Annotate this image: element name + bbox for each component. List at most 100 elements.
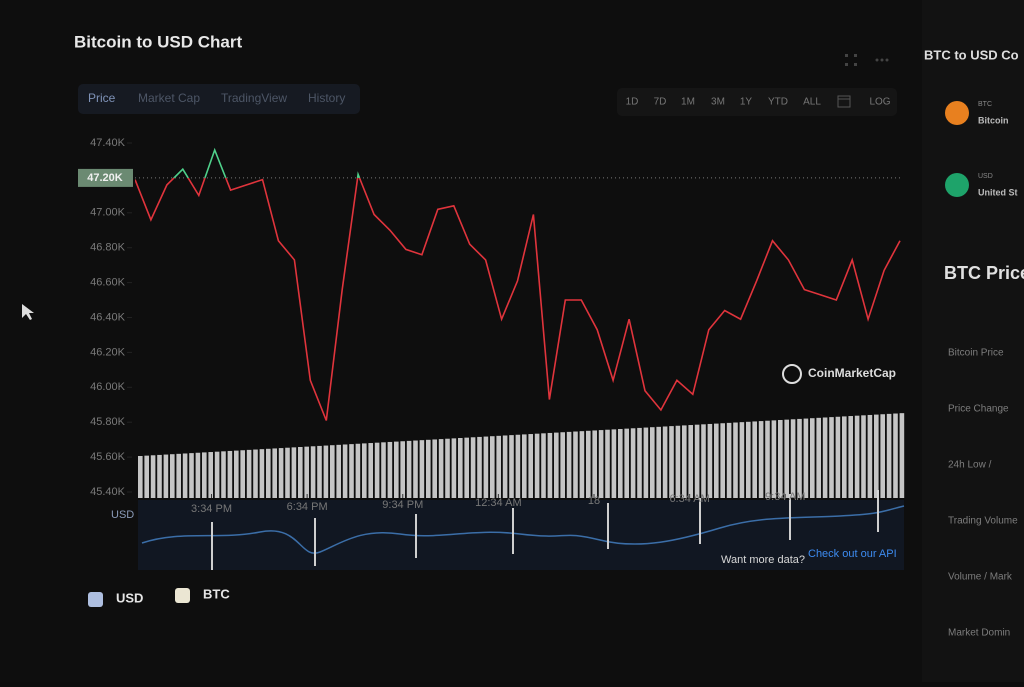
volume-bar	[611, 429, 617, 498]
volume-bar	[182, 453, 188, 498]
volume-bar	[880, 414, 885, 498]
y-tick-label: 47.40K	[90, 137, 126, 149]
y-tick-label: 46.80K	[90, 242, 126, 254]
volume-bar	[592, 430, 597, 498]
legend-label[interactable]: BTC	[203, 586, 230, 601]
y-unit-label: USD	[111, 509, 134, 521]
volume-bar	[157, 454, 162, 498]
volume-bar	[515, 434, 521, 498]
volume-bar	[784, 419, 789, 498]
range-button[interactable]: ALL	[803, 97, 821, 108]
volume-bar	[733, 422, 738, 498]
volume-bar	[554, 432, 559, 498]
legend-label[interactable]: USD	[116, 590, 143, 605]
btc-icon	[945, 101, 969, 125]
range-button[interactable]: 1M	[681, 97, 695, 108]
volume-bar	[650, 427, 655, 498]
range-button[interactable]: 7D	[654, 97, 667, 108]
tab[interactable]: TradingView	[221, 91, 287, 105]
range-button[interactable]: 1D	[626, 97, 639, 108]
volume-bar	[822, 417, 828, 498]
y-tick-label: 46.20K	[90, 346, 126, 358]
volume-bar	[214, 451, 220, 498]
x-tick-label: 9:34 PM	[382, 499, 423, 511]
volume-bar	[195, 452, 201, 498]
legend-swatch[interactable]	[175, 588, 190, 603]
x-tick-label: 3:34 PM	[191, 503, 232, 515]
volume-bar	[285, 447, 290, 498]
volume-bar	[746, 421, 751, 498]
range-button[interactable]: LOG	[869, 97, 890, 108]
volume-bar	[637, 427, 642, 498]
legend-swatch[interactable]	[88, 592, 103, 607]
volume-bar	[221, 451, 226, 498]
volume-bar	[362, 443, 367, 498]
range-button[interactable]: 1Y	[740, 97, 753, 108]
volume-bar	[874, 414, 879, 498]
volume-bar	[541, 433, 546, 498]
watermark-logo	[782, 364, 802, 384]
volume-bar	[842, 416, 847, 498]
volume-bar	[394, 441, 399, 498]
volume-bar	[323, 445, 329, 498]
stat-label: 24h Low /	[948, 460, 992, 471]
volume-bar	[163, 454, 169, 498]
volume-bar	[266, 448, 271, 498]
volume-bar	[246, 449, 252, 498]
volume-bar	[547, 432, 553, 498]
volume-bar	[278, 448, 284, 498]
volume-bar	[438, 439, 444, 498]
volume-bar	[458, 438, 463, 498]
volume-bar	[899, 413, 905, 498]
volume-bar	[477, 436, 482, 498]
volume-bar	[528, 434, 533, 498]
volume-bar	[643, 427, 649, 498]
stat-label: Bitcoin Price	[948, 348, 1004, 359]
volume-bar	[483, 436, 489, 498]
volume-bar	[470, 437, 476, 498]
volume-bar	[586, 430, 591, 498]
volume-bar	[496, 435, 501, 498]
api-link[interactable]: Check out our API	[808, 548, 897, 560]
volume-bar	[464, 437, 469, 498]
usd-icon	[945, 173, 969, 197]
x-tick-label: 18	[588, 495, 600, 507]
volume-bar	[867, 414, 873, 498]
volume-bar	[714, 423, 719, 498]
volume-bar	[605, 429, 610, 498]
volume-bar	[310, 446, 316, 498]
volume-bar	[253, 449, 258, 498]
volume-bar	[509, 435, 514, 498]
stats-title: BTC Price	[944, 263, 1024, 283]
sidebar-title: BTC to USD Co	[924, 47, 1019, 62]
volume-bar	[816, 417, 821, 498]
tab[interactable]: Market Cap	[138, 91, 200, 105]
volume-bar	[419, 440, 425, 498]
volume-bar	[387, 441, 393, 498]
from-name: Bitcoin	[978, 115, 1009, 125]
volume-bar	[432, 439, 437, 498]
tab[interactable]: History	[308, 91, 345, 105]
sidebar-panel	[922, 0, 1024, 682]
volume-bar	[336, 444, 341, 498]
volume-bar	[630, 428, 636, 498]
y-tick-label: 46.40K	[90, 311, 126, 323]
volume-bar	[810, 418, 815, 498]
range-button[interactable]: YTD	[768, 97, 788, 108]
volume-bar	[854, 415, 860, 498]
tab[interactable]: Price	[88, 91, 116, 105]
volume-bar	[413, 440, 418, 498]
navigator-handles	[211, 490, 879, 570]
to-name: United St	[978, 187, 1018, 197]
volume-bar	[682, 425, 687, 498]
volume-bar	[656, 426, 661, 498]
volume-bar	[797, 418, 802, 498]
calendar-icon[interactable]	[837, 95, 851, 108]
watermark: CoinMarketCap	[808, 366, 896, 380]
range-button[interactable]: 3M	[711, 97, 725, 108]
from-symbol: BTC	[978, 101, 992, 108]
y-tick-label: 46.60K	[90, 277, 126, 289]
y-tick-label: 45.60K	[90, 451, 126, 463]
volume-bar	[739, 422, 745, 498]
volume-bar	[445, 438, 450, 498]
